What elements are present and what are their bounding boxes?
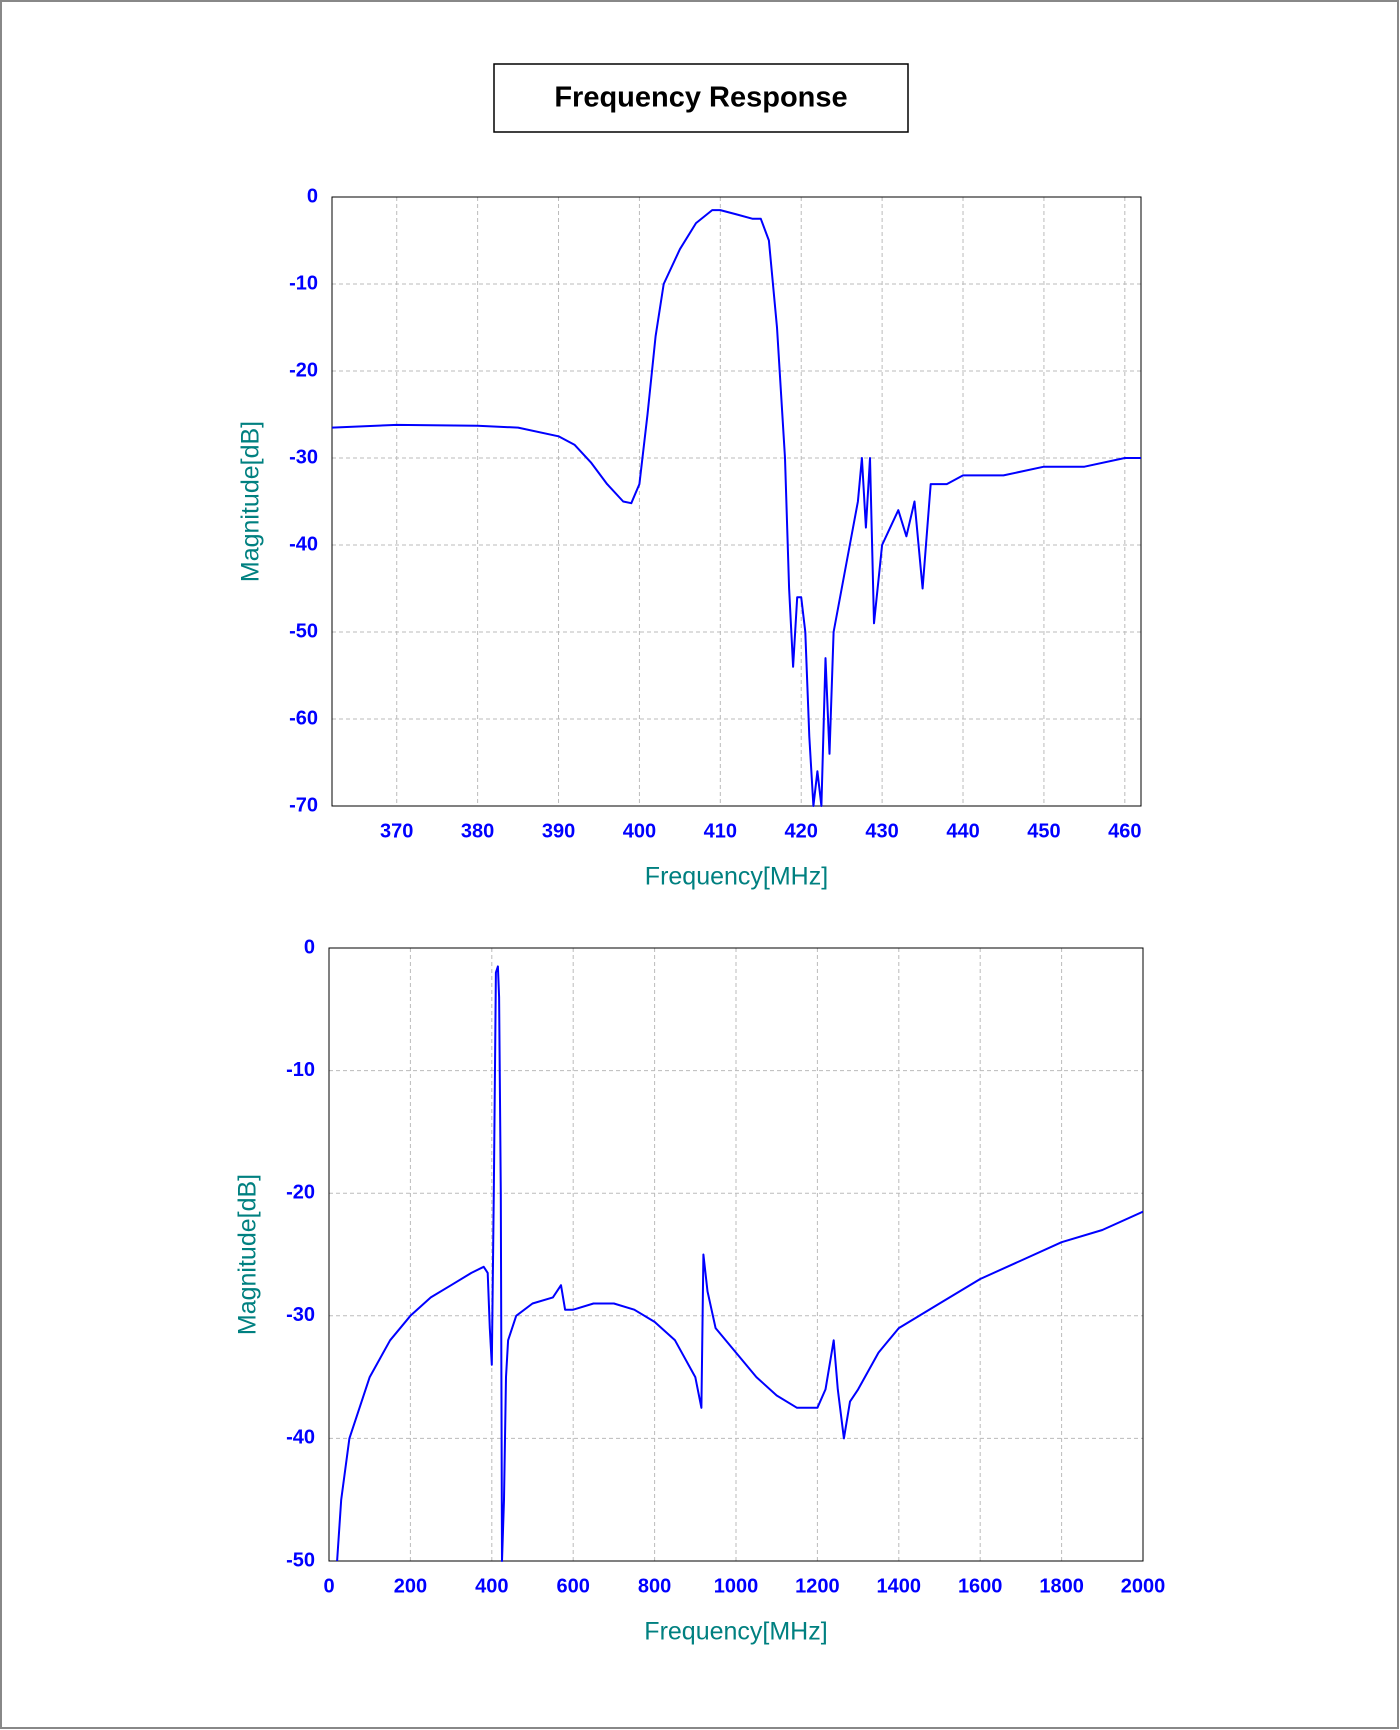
y-tick-label: -50 xyxy=(286,1549,315,1571)
x-tick-label: 400 xyxy=(623,820,656,842)
y-tick-label: -10 xyxy=(286,1059,315,1081)
y-tick-label: -50 xyxy=(289,620,318,642)
plot-area xyxy=(332,197,1141,806)
y-tick-label: -60 xyxy=(289,707,318,729)
x-tick-label: 440 xyxy=(946,820,979,842)
x-tick-label: 1200 xyxy=(795,1575,840,1597)
y-tick-label: -40 xyxy=(289,533,318,555)
data-line xyxy=(336,965,1143,1562)
x-tick-label: 420 xyxy=(785,820,818,842)
x-tick-label: 1600 xyxy=(958,1575,1003,1597)
plot-frame xyxy=(328,947,1144,1562)
x-tick-label: 1000 xyxy=(714,1575,759,1597)
y-tick-label: 0 xyxy=(304,936,315,958)
title-box xyxy=(493,63,909,133)
x-tick-label: 380 xyxy=(461,820,494,842)
x-tick-label: 1400 xyxy=(877,1575,922,1597)
chart-title: Frequency Response xyxy=(554,82,847,114)
x-axis-label: Frequency[MHz] xyxy=(645,863,828,891)
x-tick-label: 2000 xyxy=(1121,1575,1166,1597)
y-tick-label: -40 xyxy=(286,1427,315,1449)
plot-area xyxy=(329,948,1143,1561)
y-axis-label: Magnitude[dB] xyxy=(237,421,265,582)
x-tick-label: 450 xyxy=(1027,820,1060,842)
plot-frame xyxy=(331,196,1142,807)
x-tick-label: 370 xyxy=(380,820,413,842)
x-tick-label: 600 xyxy=(557,1575,590,1597)
x-tick-label: 0 xyxy=(323,1575,334,1597)
x-tick-label: 460 xyxy=(1108,820,1141,842)
y-tick-label: 0 xyxy=(307,185,318,207)
y-tick-label: -20 xyxy=(286,1181,315,1203)
x-tick-label: 400 xyxy=(475,1575,508,1597)
y-tick-label: -70 xyxy=(289,794,318,816)
x-tick-label: 410 xyxy=(704,820,737,842)
x-tick-label: 200 xyxy=(394,1575,427,1597)
x-tick-label: 1800 xyxy=(1039,1575,1084,1597)
y-tick-label: -30 xyxy=(289,446,318,468)
x-axis-label: Frequency[MHz] xyxy=(644,1618,827,1646)
data-line xyxy=(332,209,1141,807)
y-axis-label: Magnitude[dB] xyxy=(234,1174,262,1335)
y-tick-label: -10 xyxy=(289,272,318,294)
x-tick-label: 390 xyxy=(542,820,575,842)
y-tick-label: -20 xyxy=(289,359,318,381)
x-tick-label: 800 xyxy=(638,1575,671,1597)
x-tick-label: 430 xyxy=(865,820,898,842)
y-tick-label: -30 xyxy=(286,1304,315,1326)
